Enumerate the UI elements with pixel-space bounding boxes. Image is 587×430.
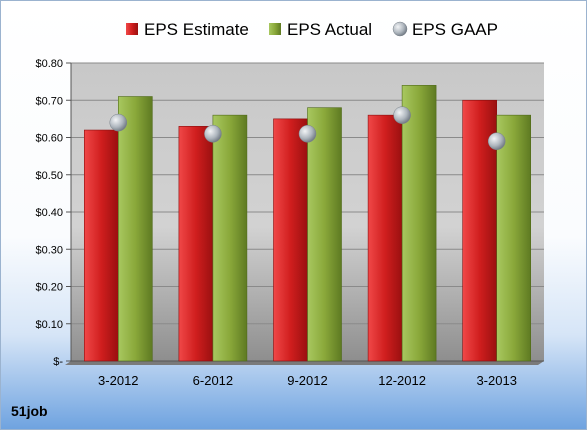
y-tick-label: $0.10: [35, 319, 63, 331]
x-tick-label: 3-2012: [98, 373, 138, 388]
company-label: 51job: [11, 403, 48, 419]
point-eps-gaap: [204, 125, 222, 143]
point-eps-gaap: [393, 106, 411, 124]
legend: EPS Estimate EPS Actual EPS GAAP: [126, 20, 498, 39]
y-tick-label: $0.70: [35, 95, 63, 107]
y-tick-label: $0.30: [35, 244, 63, 256]
bar-eps-estimate: [178, 126, 214, 362]
y-tick-label: $0.60: [35, 133, 63, 145]
legend-swatch: [126, 23, 138, 35]
plot-floor: [65, 361, 544, 365]
bar-eps-actual: [496, 114, 532, 362]
x-tick-label: 3-2013: [476, 373, 516, 388]
legend-label: EPS Estimate: [144, 20, 249, 39]
x-tick-label: 6-2012: [193, 373, 233, 388]
bar-eps-actual: [401, 85, 437, 362]
x-tick-label: 9-2012: [287, 373, 327, 388]
y-tick-label: $-: [53, 356, 63, 368]
legend-swatch: [269, 23, 281, 35]
point-eps-gaap: [109, 113, 128, 132]
bar-eps-actual: [118, 96, 153, 362]
y-tick-label: $0.40: [35, 207, 63, 219]
bar-eps-estimate: [273, 118, 308, 362]
legend-label: EPS Actual: [287, 20, 372, 39]
bar-eps-actual: [307, 107, 342, 362]
legend-label: EPS GAAP: [412, 20, 498, 39]
x-tick-label: 12-2012: [378, 373, 426, 388]
legend-swatch: [392, 21, 408, 37]
bar-eps-actual: [212, 114, 248, 362]
y-tick-label: $0.20: [35, 282, 63, 294]
bar-eps-estimate: [367, 114, 403, 362]
y-tick-label: $0.80: [35, 58, 63, 70]
point-eps-gaap: [298, 125, 317, 143]
point-eps-gaap: [487, 132, 506, 150]
y-tick-label: $0.50: [35, 170, 63, 182]
bar-eps-estimate: [84, 129, 119, 362]
